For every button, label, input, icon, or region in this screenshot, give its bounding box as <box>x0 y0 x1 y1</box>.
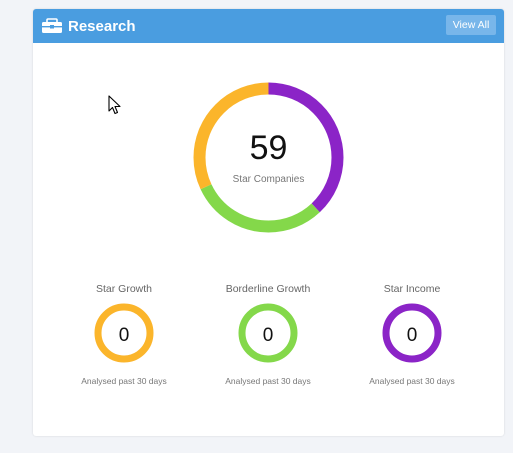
view-all-button[interactable]: View All <box>446 15 496 35</box>
panel-header: Research View All <box>33 9 504 43</box>
toolbox-icon <box>42 18 62 33</box>
metric-title: Star Income <box>383 283 441 295</box>
metric-value: 0 <box>406 325 418 346</box>
metric-title: Star Growth <box>95 283 153 295</box>
metric-borderline-growth: Borderline Growth 0 Analysed past 30 day… <box>198 283 338 393</box>
ring-icon <box>238 303 298 363</box>
ring-icon <box>382 303 442 363</box>
metric-subtitle: Analysed past 30 days <box>81 376 167 386</box>
star-companies-count: 59 <box>249 129 288 167</box>
donut-segment-star-growth <box>193 82 344 233</box>
metric-value: 0 <box>118 325 130 346</box>
star-companies-label: Star Companies <box>232 174 305 185</box>
panel-title: Research <box>68 18 136 35</box>
metric-title: Borderline Growth <box>225 283 311 295</box>
mouse-cursor-icon <box>108 95 121 115</box>
metric-subtitle: Analysed past 30 days <box>225 376 311 386</box>
metric-value: 0 <box>262 325 274 346</box>
metric-star-income: Star Income 0 Analysed past 30 days <box>342 283 482 393</box>
star-companies-donut <box>193 82 344 233</box>
research-panel: Research View All 59 Star Companies Star… <box>33 9 504 436</box>
metric-star-growth: Star Growth 0 Analysed past 30 days <box>54 283 194 393</box>
ring-icon <box>94 303 154 363</box>
metric-subtitle: Analysed past 30 days <box>369 376 455 386</box>
donut-segment-borderline-growth <box>193 82 344 233</box>
